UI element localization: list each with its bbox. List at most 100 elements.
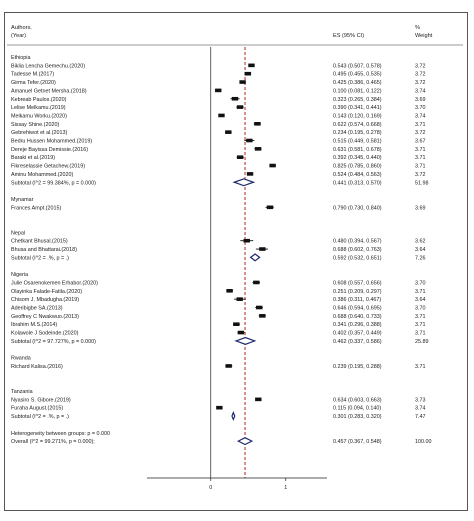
study-ci: 0.386 (0.311, 0.467) [333,297,381,303]
study-label: Tadesse M.(2017) [11,72,54,78]
study-weight: 3.64 [415,297,426,303]
study-label: Aderibigbe SA.(2013) [11,306,63,312]
study-ci: 0.608 (0.557, 0.656) [333,280,382,286]
subtotal-diamond [249,253,261,262]
study-label: Ibrahim M.S.(2014) [11,322,57,328]
study-weight: 3.71 [415,322,426,328]
overall-ci: 0.457 (0.367, 0.548) [333,439,382,445]
study-label: Nyasiro S. Gibore.(2019) [11,397,71,403]
study-label: Bedru Hussen Mohammed.(2019) [11,139,92,145]
group-label: Nigeria [11,272,28,278]
study-ci: 0.341 (0.296, 0.388) [333,322,382,328]
study-ci: 0.688 (0.640, 0.733) [333,314,382,320]
study-weight: 3.64 [415,247,426,253]
group-label: Nepal [11,230,25,236]
study-ci: 0.392 (0.345, 0.440) [333,155,382,161]
study-weight: 3.71 [415,364,426,370]
study-label: Frances Ampt.(2015) [11,205,62,211]
study-label: Baraki et al.(2019) [11,155,55,161]
point-estimate-marker [244,71,252,76]
point-estimate-marker [254,122,261,126]
point-estimate-marker [225,130,232,134]
study-weight: 3.70 [415,280,426,286]
header-weight-pct: % [415,25,420,31]
study-ci: 0.515 (0.449, 0.581) [333,139,382,145]
subtotal-weight: 7.47 [415,414,426,420]
study-label: Kebreab Paulos.(2020) [11,97,67,103]
study-weight: 3.71 [415,164,426,170]
study-weight: 3.73 [415,397,426,403]
point-estimate-marker [259,247,266,251]
study-weight: 3.71 [415,289,426,295]
point-estimate-marker [254,147,262,151]
study-ci: 0.143 (0.120, 0.169) [333,113,382,119]
study-label: Bhusa and Bhattarai.(2018) [11,247,77,253]
study-ci: 0.425 (0.386, 0.465) [333,80,382,86]
subtotal-label: Subtotal (I^2 = 99.384%, p = 0.000) [11,180,96,186]
subtotal-ci: 0.301 (0.283, 0.320) [333,414,382,420]
subtotal-label: Subtotal (I^2 = .%, p = .) [11,414,69,420]
group-label: Rwanda [11,356,31,362]
study-label: Lelise Melkamu.(2019) [11,105,66,111]
overall-label: Overall (I^2 = 99.271%, p = 0.000); [11,439,95,445]
subtotal-weight: 25.89 [415,339,429,345]
study-ci: 0.402 (0.357, 0.449) [333,331,382,337]
x-tick-label: 1 [284,485,287,491]
study-weight: 3.70 [415,105,426,111]
subtotal-ci: 0.592 (0.532, 0.651) [333,255,382,261]
point-estimate-marker [259,314,266,318]
study-label: Aminu Mohammed.(2020) [11,172,74,178]
point-estimate-marker [226,289,233,293]
study-ci: 0.115 (0.094, 0.140) [333,406,381,412]
overall-diamond [236,437,254,446]
study-weight: 3.70 [415,306,426,312]
study-ci: 0.100 (0.081, 0.122) [333,88,382,94]
study-label: Olayinka Falade-Fatila.(2020) [11,289,82,295]
study-weight: 3.71 [415,122,426,128]
study-weight: 3.72 [415,130,426,136]
study-ci: 0.251 (0.209, 0.297) [333,289,382,295]
study-weight: 3.72 [415,63,426,69]
subtotal-diamond [234,336,257,345]
subtotal-diamond [232,178,256,187]
study-ci: 0.688 (0.602, 0.763) [333,247,382,253]
point-estimate-marker [218,113,225,118]
point-estimate-marker [231,96,239,101]
point-estimate-marker [246,138,253,143]
point-estimate-marker [266,205,274,210]
study-ci: 0.390 (0.341, 0.441) [333,105,382,111]
study-label: Fikreselassie Getachew.(2019) [11,164,85,170]
study-ci: 0.323 (0.265, 0.384) [333,97,382,103]
study-label: Chisom J. Mbadugha.(2019) [11,297,79,303]
header-study: Authors. [11,25,32,31]
study-weight: 3.71 [415,155,426,161]
study-ci: 0.634 (0.603, 0.663) [333,397,382,403]
study-label: Chetkant Bhusal.(2015) [11,239,68,245]
point-estimate-marker [237,330,245,335]
study-weight: 3.72 [415,172,426,178]
point-estimate-marker [239,80,246,84]
point-estimate-marker [236,155,244,159]
study-weight: 3.72 [415,80,426,86]
study-weight: 3.72 [415,72,426,78]
group-label: Ethiopia [11,55,30,61]
header-weight: Weight [415,33,433,39]
study-label: Biklia Lencha Gemechu.(2020) [11,63,85,69]
study-weight: 3.71 [415,147,426,153]
point-estimate-marker [256,305,263,310]
study-weight: 3.74 [415,88,426,94]
study-ci: 0.543 (0.507, 0.578) [333,63,382,69]
study-label: Kolawole J Sodeinde.(2020) [11,331,79,337]
study-ci: 0.524 (0.484, 0.563) [333,172,382,178]
study-label: Dereje Bayissa Demissie.(2016) [11,147,88,153]
point-estimate-marker [216,405,223,410]
study-weight: 3.69 [415,205,426,211]
study-label: Sissay Shine.(2020) [11,122,59,128]
subtotal-label: Subtotal (I^2 = .%, p = .) [11,255,69,261]
study-weight: 3.69 [415,97,426,103]
overall-weight: 100.00 [415,439,432,445]
header-es: ES (95% CI) [333,33,364,39]
point-estimate-marker [253,280,260,285]
point-estimate-marker [269,163,276,168]
study-weight: 3.71 [415,331,426,337]
